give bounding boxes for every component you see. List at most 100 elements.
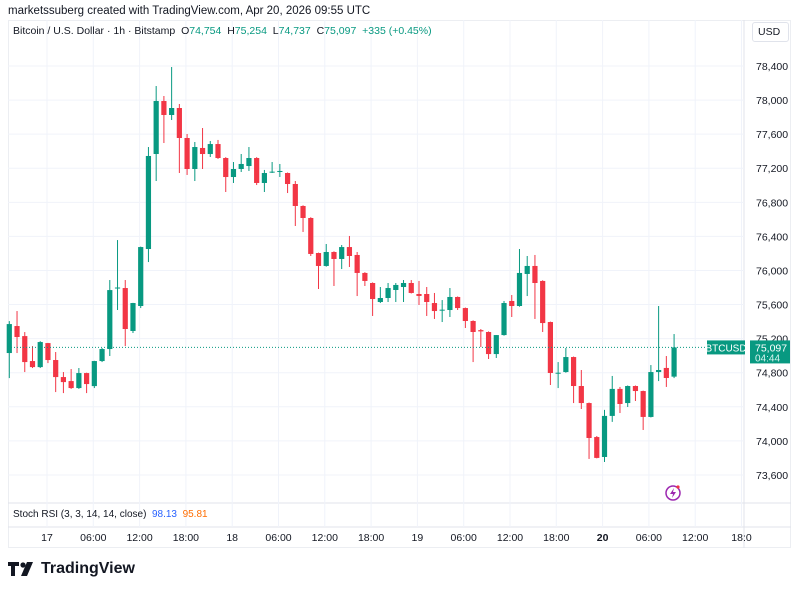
change-value: +335 (+0.45%) xyxy=(362,25,432,37)
candle-body xyxy=(199,147,206,155)
candle-body xyxy=(292,184,298,206)
candle-body xyxy=(308,217,314,254)
candle-body xyxy=(300,205,306,218)
candle xyxy=(323,243,329,267)
candle xyxy=(563,348,569,373)
candle xyxy=(547,321,553,385)
stoch-rsi-label[interactable]: Stoch RSI (3, 3, 14, 14, close) xyxy=(13,509,147,520)
candle-body xyxy=(138,247,144,307)
candle xyxy=(238,154,244,172)
price-tick-label: 75,600 xyxy=(756,300,788,312)
candle-body xyxy=(370,283,376,300)
candle xyxy=(346,235,353,267)
candle-body xyxy=(532,265,538,284)
time-tick-label: 06:00 xyxy=(636,532,662,544)
candle xyxy=(122,280,128,347)
candle-body xyxy=(570,357,577,387)
low-label: L xyxy=(272,25,279,37)
candle xyxy=(308,217,314,256)
candle-body xyxy=(215,144,221,159)
candle xyxy=(354,251,360,297)
candle-body xyxy=(516,272,523,307)
badge-dot xyxy=(676,485,680,489)
candle xyxy=(648,365,654,418)
candle xyxy=(601,409,608,463)
candle-body xyxy=(648,372,654,417)
candle xyxy=(632,385,639,402)
candle xyxy=(501,300,507,336)
candle xyxy=(215,139,221,159)
grid xyxy=(8,20,791,548)
last-price-tag-bg xyxy=(750,340,790,364)
time-tick-label: 12:00 xyxy=(126,532,152,544)
price-tick-label: 78,000 xyxy=(756,95,788,107)
currency-button[interactable]: USD xyxy=(752,22,789,42)
candle xyxy=(153,86,159,182)
candle-body xyxy=(230,169,237,178)
time-tick-label: 18:00 xyxy=(543,532,569,544)
candle xyxy=(230,162,237,183)
candle-body xyxy=(501,303,507,336)
candle xyxy=(470,320,476,363)
candle-body xyxy=(385,288,391,298)
candle-body xyxy=(663,367,669,379)
candle-body xyxy=(238,163,244,170)
candle xyxy=(99,348,105,363)
lightning-badge-icon[interactable] xyxy=(665,485,681,501)
candle xyxy=(29,346,36,369)
price-tick-label: 74,000 xyxy=(756,436,788,448)
tradingview-logo[interactable]: TradingView xyxy=(8,560,135,578)
close-label: C xyxy=(316,25,325,37)
candle-body xyxy=(339,247,345,259)
candle xyxy=(362,272,368,286)
candle xyxy=(53,352,59,393)
bar-countdown: 04:44 xyxy=(755,353,780,364)
candle xyxy=(6,321,12,379)
candle xyxy=(493,335,499,358)
candle xyxy=(509,295,515,317)
bolt-shape xyxy=(670,488,676,498)
time-tick-label: 18:00 xyxy=(173,532,199,544)
candle xyxy=(385,283,391,303)
symbol-tag-bg xyxy=(707,340,745,355)
candle-body xyxy=(192,147,198,170)
candle xyxy=(254,157,260,186)
candle-body xyxy=(555,372,561,374)
candle xyxy=(292,181,298,227)
candle xyxy=(656,306,662,382)
candle xyxy=(617,386,623,414)
candle-body xyxy=(169,108,175,115)
candle-body xyxy=(161,101,167,115)
candle xyxy=(199,128,206,170)
candle-body xyxy=(455,296,461,309)
candle xyxy=(315,252,322,289)
candle-body xyxy=(493,335,499,355)
candle xyxy=(269,162,275,174)
candle xyxy=(555,362,561,389)
candle-body xyxy=(254,158,260,183)
candle-body xyxy=(400,283,407,288)
candle xyxy=(400,280,407,303)
candle xyxy=(284,172,291,194)
candle xyxy=(370,282,376,316)
candle-body xyxy=(207,144,213,155)
candle xyxy=(393,283,399,303)
candle-body xyxy=(22,336,28,363)
candle xyxy=(169,67,175,121)
candle-body xyxy=(362,272,368,281)
candle-body xyxy=(462,308,468,322)
time-tick-label: 06:00 xyxy=(265,532,291,544)
symbol-title[interactable]: Bitcoin / U.S. Dollar · 1h · Bitstamp xyxy=(13,25,176,37)
candle-body xyxy=(130,303,136,331)
candle xyxy=(161,95,167,144)
candle-body xyxy=(76,373,82,389)
candle xyxy=(207,140,213,157)
candle xyxy=(625,385,631,407)
candle-body xyxy=(509,300,515,307)
time-tick-label: 12:00 xyxy=(682,532,708,544)
candle xyxy=(640,390,646,430)
candle-body xyxy=(60,377,67,383)
badge-ring xyxy=(665,485,681,501)
candle xyxy=(516,249,523,307)
